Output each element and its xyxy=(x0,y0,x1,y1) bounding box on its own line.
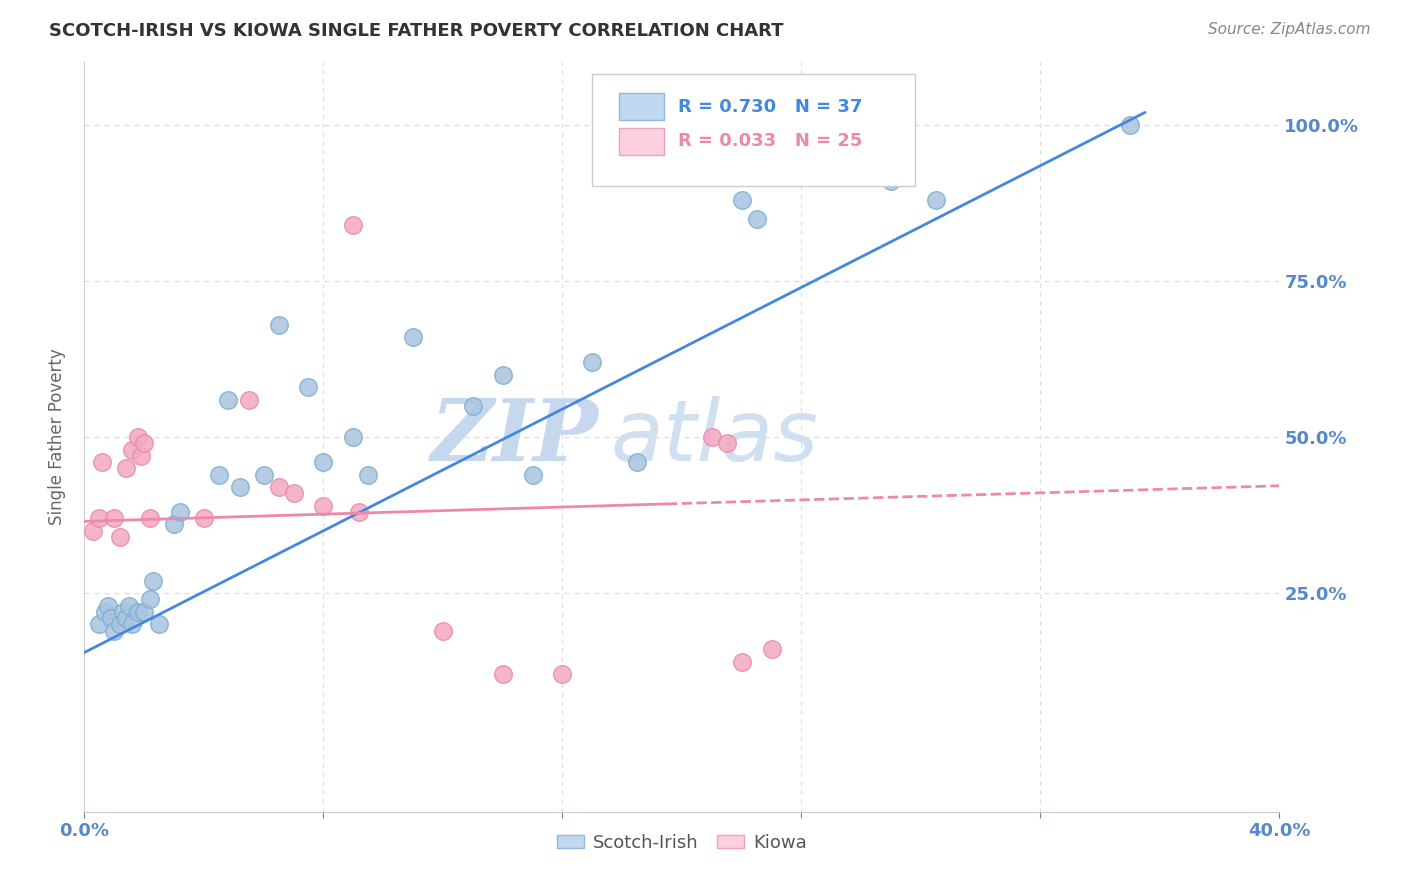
Point xyxy=(925,193,948,207)
Text: ZIP: ZIP xyxy=(430,395,599,479)
Point xyxy=(115,461,138,475)
Point xyxy=(297,380,319,394)
Point xyxy=(492,667,515,681)
Point xyxy=(121,617,143,632)
Point xyxy=(121,442,143,457)
Point xyxy=(267,480,290,494)
Point xyxy=(626,455,648,469)
Point xyxy=(267,318,290,332)
Point xyxy=(89,617,111,632)
Point xyxy=(148,617,170,632)
Point xyxy=(492,368,515,382)
Point xyxy=(461,399,484,413)
Point xyxy=(139,592,162,607)
Point xyxy=(110,617,132,632)
Point xyxy=(82,524,104,538)
Point xyxy=(115,611,138,625)
Point xyxy=(716,436,738,450)
Point xyxy=(402,330,425,344)
Point xyxy=(112,605,135,619)
Point xyxy=(700,430,723,444)
Point xyxy=(97,599,120,613)
Point xyxy=(342,218,364,232)
Text: SCOTCH-IRISH VS KIOWA SINGLE FATHER POVERTY CORRELATION CHART: SCOTCH-IRISH VS KIOWA SINGLE FATHER POVE… xyxy=(49,22,783,40)
Point xyxy=(129,449,152,463)
Point xyxy=(103,624,125,638)
Point xyxy=(142,574,165,588)
Point xyxy=(238,392,260,407)
Point xyxy=(283,486,305,500)
Point xyxy=(581,355,603,369)
Point xyxy=(89,511,111,525)
Point xyxy=(312,455,335,469)
Point xyxy=(349,505,371,519)
FancyBboxPatch shape xyxy=(619,128,664,154)
Point xyxy=(312,499,335,513)
Point xyxy=(522,467,544,482)
Point xyxy=(731,193,754,207)
Point xyxy=(110,530,132,544)
Point xyxy=(127,605,149,619)
Point xyxy=(132,436,156,450)
Point xyxy=(1119,118,1142,132)
Point xyxy=(91,455,114,469)
Point xyxy=(94,605,117,619)
Point xyxy=(357,467,380,482)
Point xyxy=(745,211,768,226)
Point xyxy=(880,174,903,188)
Point xyxy=(127,430,149,444)
Text: R = 0.033   N = 25: R = 0.033 N = 25 xyxy=(678,132,863,150)
Point xyxy=(432,624,454,638)
Text: atlas: atlas xyxy=(610,395,818,479)
Point xyxy=(342,430,364,444)
Point xyxy=(208,467,231,482)
Point xyxy=(193,511,215,525)
Y-axis label: Single Father Poverty: Single Father Poverty xyxy=(48,349,66,525)
Point xyxy=(761,642,783,657)
Point xyxy=(118,599,141,613)
Point xyxy=(100,611,122,625)
Text: Source: ZipAtlas.com: Source: ZipAtlas.com xyxy=(1208,22,1371,37)
Point xyxy=(163,517,186,532)
Point xyxy=(217,392,239,407)
Text: R = 0.730   N = 37: R = 0.730 N = 37 xyxy=(678,97,863,116)
Point xyxy=(139,511,162,525)
FancyBboxPatch shape xyxy=(592,74,915,186)
Point xyxy=(132,605,156,619)
Point xyxy=(103,511,125,525)
Point xyxy=(731,655,754,669)
FancyBboxPatch shape xyxy=(619,93,664,120)
Point xyxy=(253,467,276,482)
Point xyxy=(551,667,574,681)
Point xyxy=(169,505,191,519)
Point xyxy=(228,480,252,494)
Legend: Scotch-Irish, Kiowa: Scotch-Irish, Kiowa xyxy=(550,827,814,859)
